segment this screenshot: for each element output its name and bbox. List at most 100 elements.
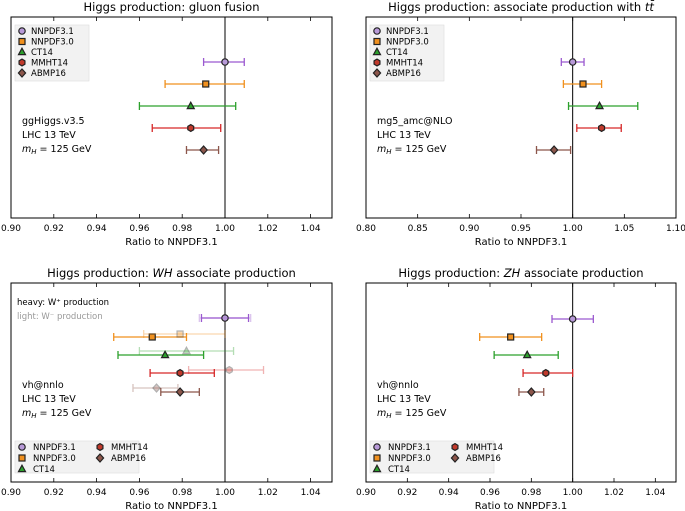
panel-1-tick-label: 0.98 bbox=[172, 224, 192, 234]
panel-4-legend-marker-abmp16 bbox=[450, 453, 460, 463]
panel-4-legend-marker-nnpdf3-0 bbox=[373, 454, 381, 462]
panel-1-tick-label: 1.00 bbox=[215, 224, 235, 234]
panel-4-tick-label: 0.90 bbox=[356, 488, 376, 498]
panel-3-series-nnpdf3-0-w bbox=[113, 333, 188, 341]
panel-3-frame bbox=[10, 282, 333, 483]
panel-4-title: Higgs production: ZH associate productio… bbox=[398, 266, 643, 280]
panel-2-energy: LHC 13 TeV bbox=[377, 130, 431, 141]
panel-4-point-abmp16 bbox=[526, 387, 536, 397]
panel-2-higgs-mass: mH = 125 GeV bbox=[377, 144, 447, 156]
panel-3-errorbar-nnpdf3-0-w bbox=[143, 330, 226, 338]
panel-3-series-nnpdf3-1-w bbox=[200, 314, 250, 322]
panel-1-series-mmht14 bbox=[151, 123, 222, 133]
panel-4-tick-label: 1.00 bbox=[563, 488, 583, 498]
panel-1-legend-label-nnpdf3-0: NNPDF3.0 bbox=[31, 38, 74, 48]
panel-3-tick-label: 0.90 bbox=[1, 488, 21, 498]
panel-4-higgs-mass: mH = 125 GeV bbox=[377, 408, 447, 420]
panel-1-series-ct14 bbox=[138, 100, 237, 110]
panel-3-tick-label: 0.92 bbox=[44, 488, 64, 498]
panel-3-series-ct14-w bbox=[117, 349, 205, 359]
panel-3-point-mmht14-w bbox=[225, 365, 233, 375]
panel-4-legend-label-nnpdf3-1: NNPDF3.1 bbox=[388, 443, 431, 453]
panel-4-series-mmht14 bbox=[522, 368, 574, 378]
panel-1-tick-label: 0.92 bbox=[44, 224, 64, 234]
panel-1-higgs-mass: mH = 125 GeV bbox=[22, 144, 92, 156]
panel-4-point-nnpdf3-0 bbox=[507, 333, 515, 341]
panel-1-errorbar-mmht14 bbox=[151, 124, 222, 132]
panel-2-point-abmp16 bbox=[549, 145, 559, 155]
panel-1-generator: ggHiggs.v3.5 bbox=[22, 116, 85, 127]
panel-3-point-nnpdf3-1-w bbox=[221, 314, 229, 322]
panel-2-series-nnpdf3-1 bbox=[560, 58, 585, 66]
panel-2-legend-box bbox=[369, 24, 445, 82]
panel-3-tick-label: 1.04 bbox=[301, 488, 321, 498]
panel-3-series-mmht14-w bbox=[187, 365, 265, 375]
panel-3-tick-label: 0.94 bbox=[87, 488, 107, 498]
panel-3-point-ct14-w bbox=[160, 349, 170, 359]
panel-4-point-mmht14 bbox=[542, 368, 550, 378]
panel-2-legend-marker-ct14 bbox=[372, 46, 382, 56]
panel-4-tick-label: 1.04 bbox=[645, 488, 665, 498]
panel-1-legend-label-nnpdf3-1: NNPDF3.1 bbox=[31, 27, 74, 37]
panel-1-legend-label-mmht14: MMHT14 bbox=[31, 59, 68, 69]
panel-3-series-ct14-w bbox=[138, 345, 235, 355]
panel-4-legend-box bbox=[369, 440, 495, 474]
panel-2-point-mmht14 bbox=[598, 123, 606, 133]
panel-4-legend-label-mmht14: MMHT14 bbox=[466, 443, 503, 453]
panel-3-light-note: light: W⁻ production bbox=[17, 312, 103, 322]
panel-3-point-abmp16-w bbox=[175, 387, 185, 397]
panel-3-legend-label-nnpdf3-1: NNPDF3.1 bbox=[33, 443, 76, 453]
panel-3-legend-label-abmp16: ABMP16 bbox=[111, 454, 146, 464]
panel-1-tick-label: 0.90 bbox=[1, 224, 21, 234]
panel-1-tick-label: 0.96 bbox=[129, 224, 149, 234]
panel-3-legend-marker-ct14 bbox=[17, 463, 27, 473]
panel-3-legend-label-mmht14: MMHT14 bbox=[111, 443, 148, 453]
panel-3-generator: vh@nnlo bbox=[22, 380, 64, 391]
panel-2-point-ct14 bbox=[595, 100, 605, 110]
panel-4-legend-marker-ct14 bbox=[372, 463, 382, 473]
panel-2-series-nnpdf3-0 bbox=[562, 80, 603, 88]
panel-2-legend-marker-abmp16 bbox=[372, 68, 382, 78]
panel-2-errorbar-ct14 bbox=[567, 102, 639, 110]
panel-2-legend-marker-nnpdf3-0 bbox=[373, 37, 381, 46]
panel-3-point-nnpdf3-0-w bbox=[148, 333, 156, 341]
panel-3-legend-marker-mmht14 bbox=[96, 442, 104, 452]
panel-1-point-ct14 bbox=[186, 100, 196, 110]
panel-2-tick-label: 1.10 bbox=[666, 224, 685, 234]
panel-2-series-abmp16 bbox=[535, 145, 572, 155]
panel-3-series-nnpdf3-1-w bbox=[198, 314, 252, 322]
panel-2-legend-label-mmht14: MMHT14 bbox=[386, 59, 423, 69]
panel-1-energy: LHC 13 TeV bbox=[22, 130, 76, 141]
panel-1: Higgs production: gluon fusion 0.90 0.92 0.… bbox=[1, 0, 333, 248]
panel-2-tick-label: 1.00 bbox=[563, 224, 583, 234]
panel-2-legend-marker-mmht14 bbox=[373, 58, 381, 67]
panel-3-heavy-note: heavy: W⁺ production bbox=[17, 298, 109, 308]
panel-1-errorbar-ct14 bbox=[138, 102, 237, 110]
panel-4-point-ct14 bbox=[522, 349, 532, 359]
panel-1-series-abmp16 bbox=[185, 145, 220, 155]
panel-3-errorbar-ct14-w bbox=[138, 347, 235, 355]
panel-4-tick-label: 0.94 bbox=[439, 488, 459, 498]
panel-4-series-ct14 bbox=[493, 349, 559, 359]
panel-1-legend-marker-nnpdf3-0 bbox=[18, 37, 26, 46]
panel-2-tick-label: 0.80 bbox=[356, 224, 376, 234]
panel-4-xlabel: Ratio to NNPDF3.1 bbox=[475, 501, 567, 511]
panel-3-xlabel: Ratio to NNPDF3.1 bbox=[125, 501, 217, 511]
panel-1-point-mmht14 bbox=[187, 123, 195, 133]
panel-4-generator: vh@nnlo bbox=[377, 380, 419, 391]
panel-1-legend-label-ct14: CT14 bbox=[31, 48, 53, 58]
panel-2: Higgs production: associate production w… bbox=[356, 0, 685, 248]
panel-4-series-nnpdf3-1 bbox=[551, 315, 594, 323]
panel-1-frame bbox=[10, 16, 333, 219]
panel-2-legend-marker-nnpdf3-1 bbox=[373, 27, 381, 35]
panel-4-tick-label: 1.02 bbox=[604, 488, 624, 498]
panel-3-point-mmht14-w bbox=[176, 368, 184, 378]
panel-2-tick-label: 1.05 bbox=[614, 224, 634, 234]
panel-1-title: Higgs production: gluon fusion bbox=[84, 0, 260, 14]
panel-1-tick-label: 1.04 bbox=[301, 224, 321, 234]
panel-3-legend-marker-abmp16 bbox=[95, 453, 105, 463]
panel-3-errorbar-mmht14-w bbox=[187, 366, 265, 374]
